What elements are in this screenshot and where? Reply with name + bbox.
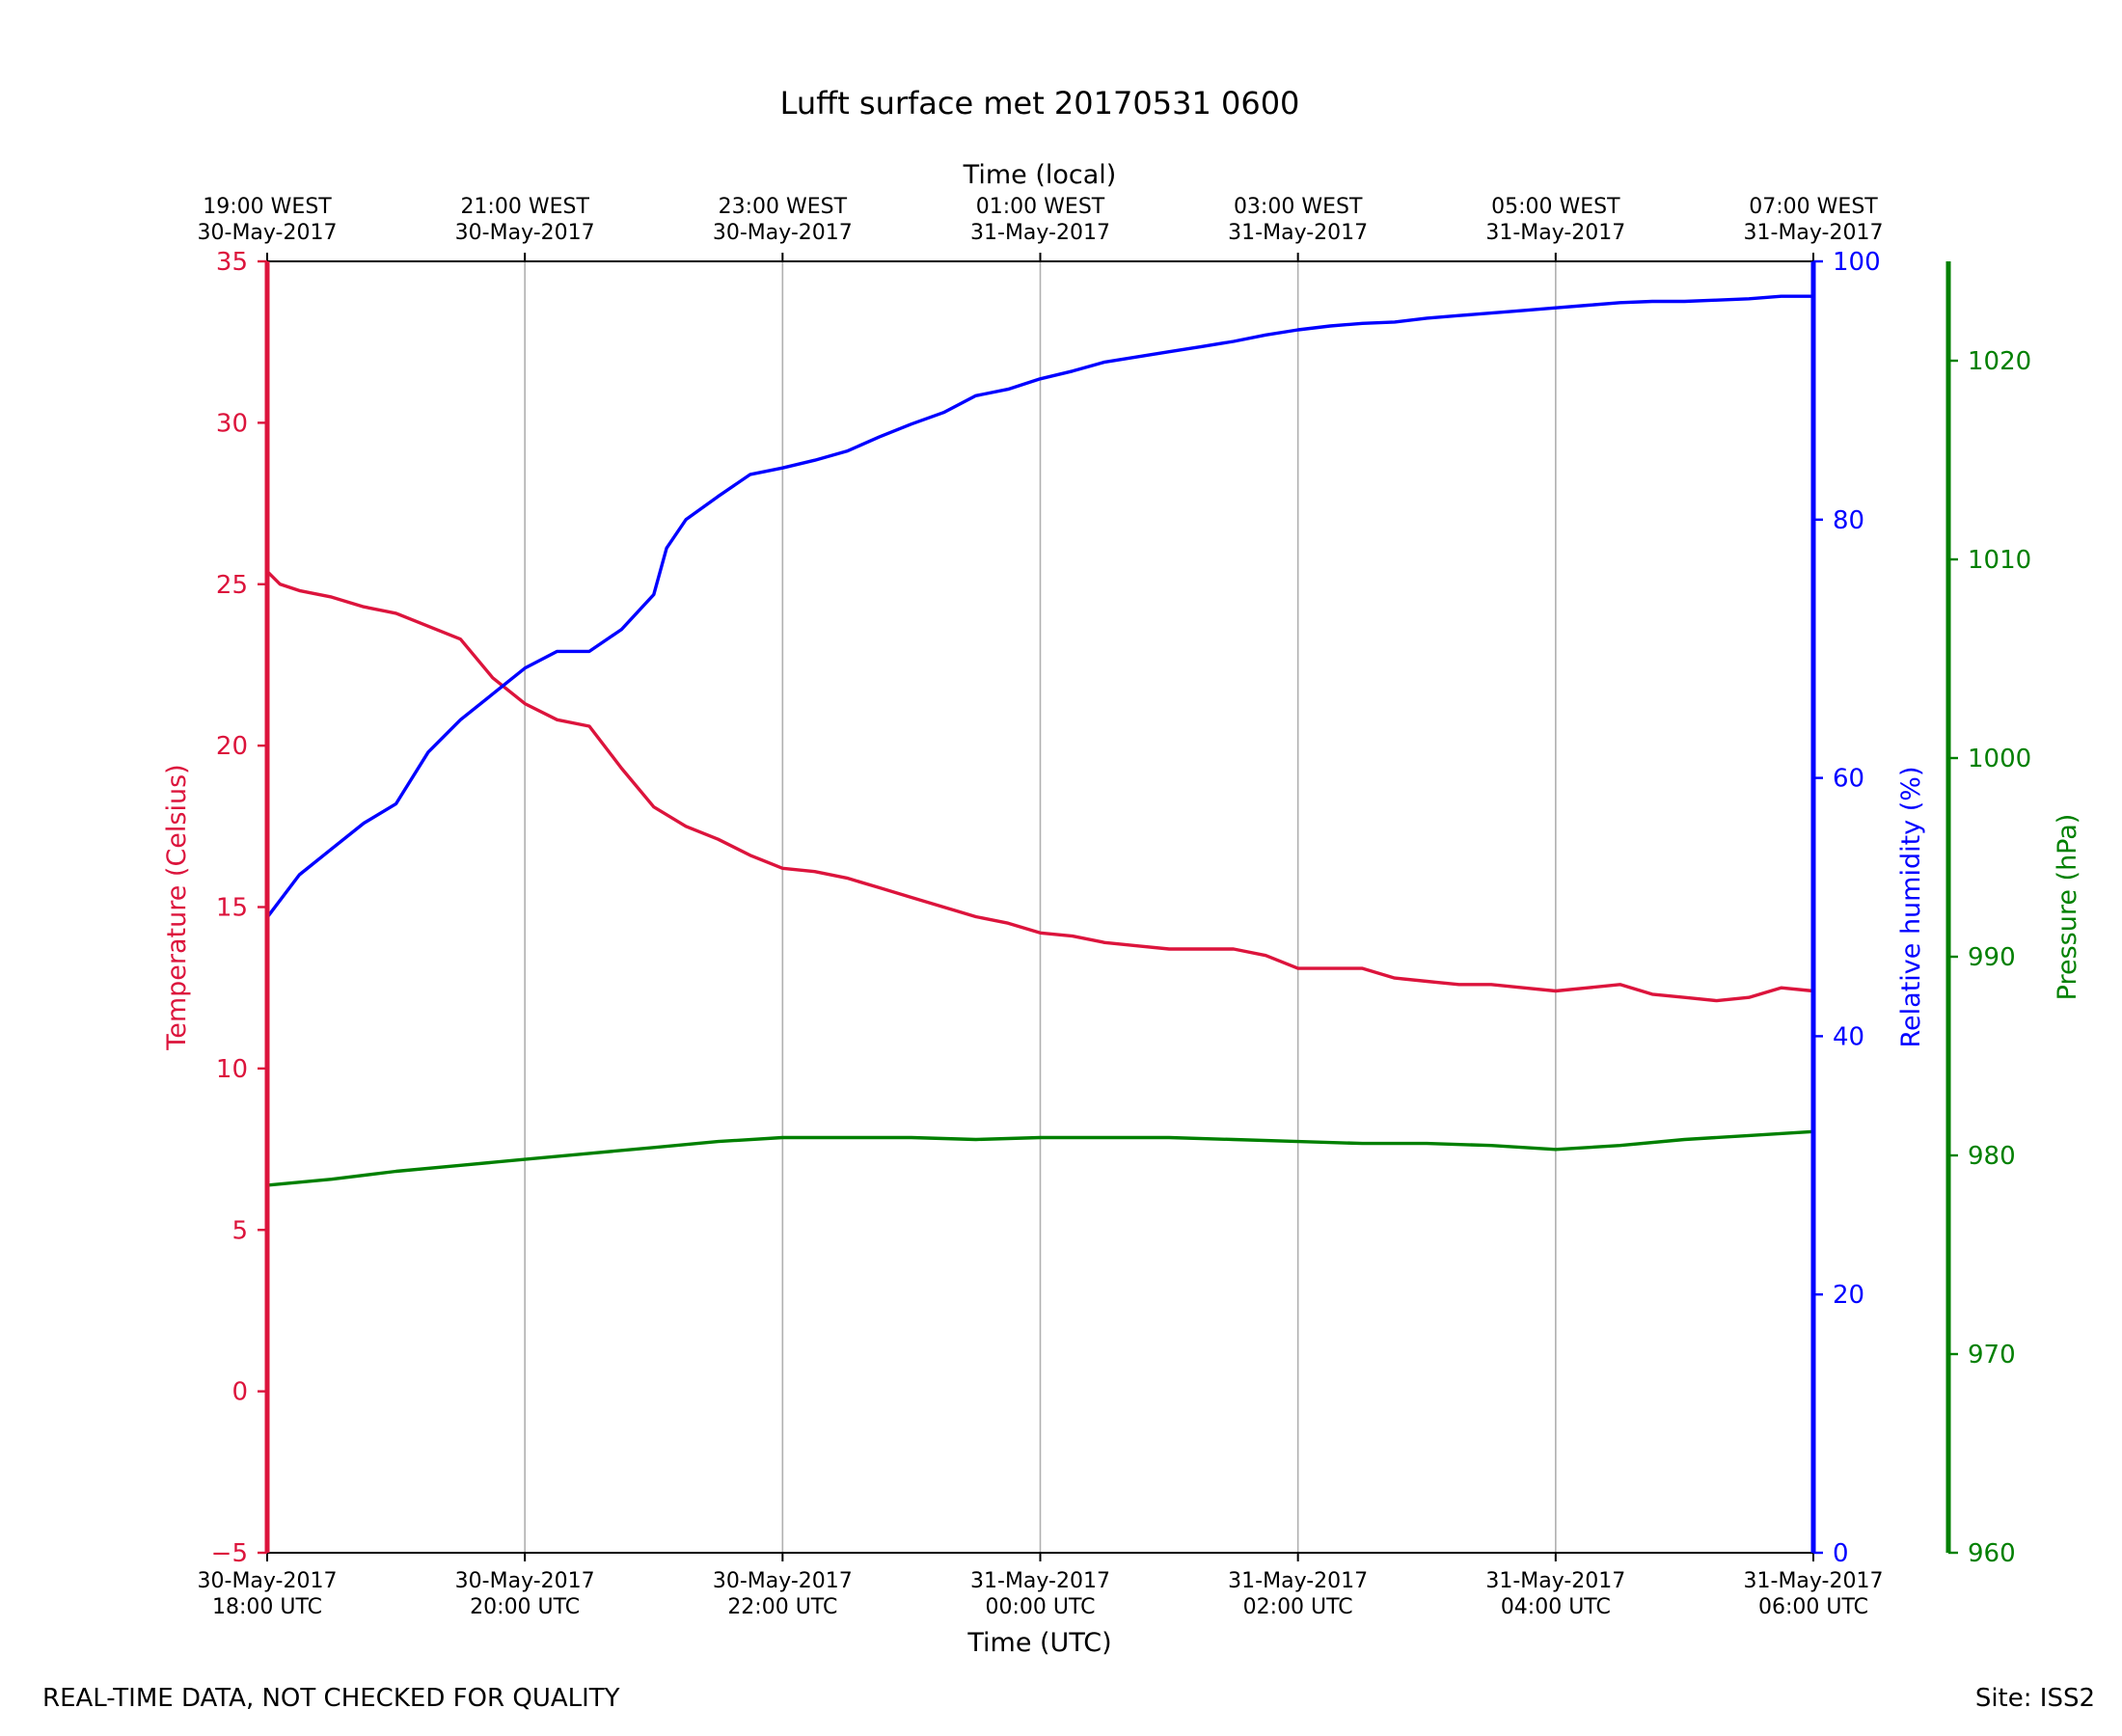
temperature-axis-label: Temperature (Celsius) — [162, 764, 192, 1050]
x-tick-label-top-date: 30-May-2017 — [713, 221, 853, 245]
temperature-tick-label: −5 — [211, 1539, 248, 1568]
pressure-tick-label: 990 — [1968, 943, 2016, 972]
humidity-tick-label: 0 — [1833, 1539, 1849, 1568]
humidity-tick-label: 80 — [1833, 506, 1864, 535]
x-tick-label-bottom-date: 31-May-2017 — [1485, 1569, 1625, 1593]
x-tick-label-top-date: 30-May-2017 — [455, 221, 595, 245]
temperature-series-line — [265, 570, 1814, 1003]
pressure-tick-label: 970 — [1968, 1341, 2016, 1370]
quality-disclaimer: REAL-TIME DATA, NOT CHECKED FOR QUALITY — [42, 1684, 620, 1713]
pressure-tick-label: 1020 — [1968, 347, 2031, 376]
x-axis-label-top: Time (local) — [963, 160, 1117, 190]
x-tick-label-bottom-time: 18:00 UTC — [212, 1595, 322, 1619]
x-tick-label-bottom-date: 31-May-2017 — [970, 1569, 1110, 1593]
temperature-tick-label: 0 — [231, 1378, 248, 1407]
humidity-tick-label: 60 — [1833, 765, 1864, 794]
pressure-axis-label: Pressure (hPa) — [2053, 814, 2082, 1001]
x-tick-label-top-time: 05:00 WEST — [1491, 195, 1620, 219]
x-tick-label-bottom-time: 20:00 UTC — [470, 1595, 580, 1619]
humidity-tick-label: 40 — [1833, 1022, 1864, 1051]
temperature-tick-label: 25 — [216, 571, 248, 600]
humidity-tick-label: 100 — [1833, 248, 1881, 277]
x-tick-label-top-time: 21:00 WEST — [460, 195, 589, 219]
x-tick-label-bottom-time: 06:00 UTC — [1758, 1595, 1868, 1619]
temperature-tick-label: 35 — [216, 248, 248, 277]
temperature-tick-label: 10 — [216, 1055, 248, 1084]
humidity-series-line — [265, 294, 1813, 919]
x-tick-label-top-time: 01:00 WEST — [976, 195, 1105, 219]
axes-layer — [258, 253, 1958, 1561]
x-tick-label-top-time: 19:00 WEST — [203, 195, 332, 219]
temperature-tick-label: 30 — [216, 409, 248, 438]
x-tick-label-bottom-time: 02:00 UTC — [1243, 1595, 1353, 1619]
pressure-tick-label: 1000 — [1968, 745, 2031, 773]
x-tick-label-bottom-time: 04:00 UTC — [1501, 1595, 1611, 1619]
x-tick-label-top-time: 03:00 WEST — [1234, 195, 1363, 219]
humidity-tick-label: 20 — [1833, 1281, 1864, 1310]
x-tick-label-bottom-time: 00:00 UTC — [985, 1595, 1095, 1619]
x-tick-label-bottom-date: 31-May-2017 — [1228, 1569, 1368, 1593]
x-tick-label-top-date: 31-May-2017 — [1228, 221, 1368, 245]
x-tick-label-bottom-time: 22:00 UTC — [727, 1595, 837, 1619]
temperature-tick-label: 15 — [216, 894, 248, 923]
x-tick-label-top-date: 31-May-2017 — [970, 221, 1110, 245]
x-tick-label-top-date: 31-May-2017 — [1485, 221, 1625, 245]
x-tick-label-top-time: 07:00 WEST — [1749, 195, 1878, 219]
x-axis-label-bottom: Time (UTC) — [966, 1628, 1111, 1658]
pressure-tick-label: 960 — [1968, 1539, 2016, 1568]
site-label: Site: ISS2 — [1974, 1684, 2095, 1713]
grid-lines — [524, 261, 1557, 1553]
x-tick-label-bottom-date: 31-May-2017 — [1744, 1569, 1884, 1593]
x-tick-label-top-time: 23:00 WEST — [719, 195, 848, 219]
pressure-tick-label: 980 — [1968, 1142, 2016, 1171]
temperature-tick-label: 5 — [231, 1216, 248, 1245]
x-tick-label-top-date: 31-May-2017 — [1744, 221, 1884, 245]
x-tick-label-top-date: 30-May-2017 — [198, 221, 338, 245]
series-layer — [265, 294, 1814, 1187]
pressure-tick-label: 1010 — [1968, 546, 2031, 575]
temperature-tick-label: 20 — [216, 732, 248, 761]
x-tick-label-bottom-date: 30-May-2017 — [455, 1569, 595, 1593]
chart-title: Lufft surface met 20170531 0600 — [780, 85, 1300, 122]
x-tick-label-bottom-date: 30-May-2017 — [713, 1569, 853, 1593]
pressure-series-line — [266, 1129, 1814, 1187]
x-tick-label-bottom-date: 30-May-2017 — [198, 1569, 338, 1593]
humidity-axis-label: Relative humidity (%) — [1896, 766, 1926, 1047]
